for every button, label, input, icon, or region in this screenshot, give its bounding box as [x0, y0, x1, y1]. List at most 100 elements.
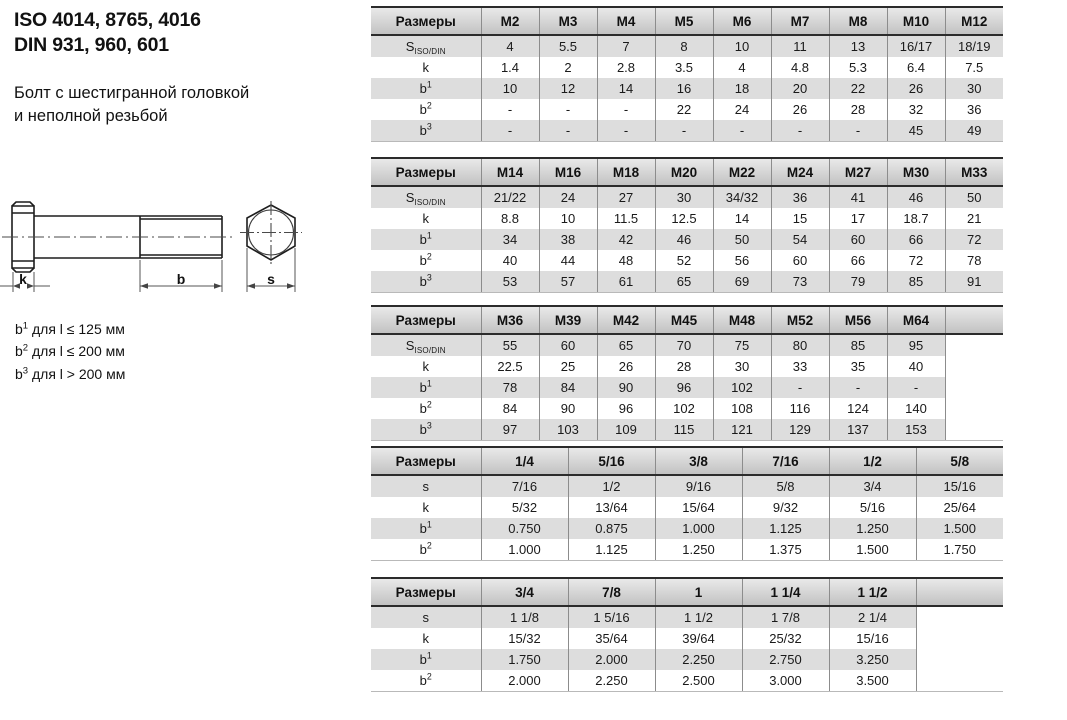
footnote-b3-sup: 3: [22, 365, 29, 377]
table-cell: 1.125: [567, 539, 655, 561]
table-cell: 28: [828, 99, 887, 120]
column-header-5-8: 5/8: [915, 446, 1003, 476]
table-cell: 2.000: [567, 649, 655, 670]
footnote-b3: b3 для l > 200 мм: [15, 365, 126, 382]
table-row: b3 97 103 109 115 121 129 137 153: [371, 419, 1003, 441]
table-cell: 116: [770, 398, 829, 419]
table-cell: 95: [886, 334, 945, 356]
table-cell: 2.750: [741, 649, 829, 670]
table-cell: 1.500: [828, 539, 916, 561]
table-cell: 13/64: [567, 497, 655, 518]
table-cell: -: [596, 120, 655, 142]
dimension-table-metric-1: Размеры M2 M3 M4 M5 M6 M7 M8 M10 M12 SISO/DIN 4 5.5 7…: [371, 6, 1003, 142]
column-header-M2: M2: [480, 6, 539, 36]
table-cell-empty: [915, 606, 1003, 628]
dimension-table-imperial-1: Размеры 1/4 5/16 3/8 7/16 1/2 5/8 s 7/16 1/2 9/16 5…: [371, 446, 1003, 561]
product-description: Болт с шестигранной головкой и неполной …: [14, 82, 359, 129]
table-cell: 5/16: [828, 497, 916, 518]
footnote-b1: b1 для l ≤ 125 мм: [15, 320, 125, 337]
table-cell: 46: [654, 229, 713, 250]
table-cell: 4: [480, 35, 539, 57]
table-cell: 2: [538, 57, 597, 78]
table-cell: 54: [770, 229, 829, 250]
table-cell: -: [480, 120, 539, 142]
table-cell: 61: [596, 271, 655, 293]
column-header-3-8: 3/8: [654, 446, 742, 476]
table-cell: -: [480, 99, 539, 120]
table-cell: 90: [538, 398, 597, 419]
column-header-1: 1: [654, 577, 742, 607]
table-header-row: Размеры M14 M16 M18 M20 M22 M24 M27 M30 M33: [371, 157, 1003, 187]
table-cell: 109: [596, 419, 655, 441]
column-header-M3: M3: [538, 6, 597, 36]
table-cell: 0.875: [567, 518, 655, 539]
table-cell: 1.125: [741, 518, 829, 539]
table-cell: 2 1/4: [828, 606, 916, 628]
table-cell: 15/16: [915, 475, 1003, 497]
table-cell-empty: [944, 334, 1003, 356]
column-header-M48: M48: [712, 305, 771, 335]
table-cell-empty: [915, 649, 1003, 670]
table-header-row: Размеры 3/4 7/8 1 1 1/4 1 1/2: [371, 577, 1003, 607]
row-label-b2: b2: [371, 250, 481, 271]
column-header-M64: M64: [886, 305, 945, 335]
column-header-M14: M14: [480, 157, 539, 187]
column-header-3-4: 3/4: [480, 577, 568, 607]
table-cell: 8: [654, 35, 713, 57]
table-cell: 1 1/8: [480, 606, 568, 628]
table-cell: 102: [654, 398, 713, 419]
row-label-b2: b2: [371, 539, 481, 561]
row-label-k: k: [371, 497, 481, 518]
table-cell: 2.500: [654, 670, 742, 692]
column-header-M56: M56: [828, 305, 887, 335]
table-cell: 1/2: [567, 475, 655, 497]
table-cell: 72: [944, 229, 1003, 250]
column-header-row-label: Размеры: [371, 6, 481, 36]
row-label-b3: b3: [371, 419, 481, 441]
table-cell-empty: [944, 398, 1003, 419]
column-header-7-8: 7/8: [567, 577, 655, 607]
table-cell: 10: [712, 35, 771, 57]
column-header-M52: M52: [770, 305, 829, 335]
table-cell: 42: [596, 229, 655, 250]
row-label-b2: b2: [371, 670, 481, 692]
table-cell: -: [654, 120, 713, 142]
row-label-b1: b1: [371, 649, 481, 670]
table-cell: 5/8: [741, 475, 829, 497]
column-header-1-1-2: 1 1/2: [828, 577, 916, 607]
row-label-b1: b1: [371, 78, 481, 99]
footnote-b1-sup: 1: [22, 320, 29, 332]
table-cell: 69: [712, 271, 771, 293]
table-cell: 15/32: [480, 628, 568, 649]
table-row: SISO/DIN 4 5.5 7 8 10 11 13 16/17 18/19: [371, 35, 1003, 57]
table-cell: 34/32: [712, 186, 771, 208]
table-cell: 3.500: [828, 670, 916, 692]
table-cell: 14: [596, 78, 655, 99]
table-cell: 39/64: [654, 628, 742, 649]
table-cell: 35: [828, 356, 887, 377]
footnote-b2: b2 для l ≤ 200 мм: [15, 342, 125, 360]
column-header-M36: M36: [480, 305, 539, 335]
footnotes-block: b1 для l ≤ 125 мм b2 для l ≤ 200 мм b3 д…: [15, 318, 125, 385]
table-cell: 15/64: [654, 497, 742, 518]
product-description-line-1: Болт с шестигранной головкой: [14, 83, 250, 102]
column-header-row-label: Размеры: [371, 446, 481, 476]
table-cell: 44: [538, 250, 597, 271]
column-header-M18: M18: [596, 157, 655, 187]
table-row: b3- - - - - - -45 49: [371, 120, 1003, 142]
table-cell: 108: [712, 398, 771, 419]
column-header-empty: [915, 577, 1003, 607]
dimension-table-metric-2: Размеры M14 M16 M18 M20 M22 M24 M27 M30 M33 SISO/D…: [371, 157, 1003, 293]
column-header-M5: M5: [654, 6, 713, 36]
table-cell: 12.5: [654, 208, 713, 229]
table-cell: 40: [480, 250, 539, 271]
table-cell: 2.000: [480, 670, 568, 692]
table-cell: 13: [828, 35, 887, 57]
column-header-1-1-4: 1 1/4: [741, 577, 829, 607]
table-cell: 1.500: [915, 518, 1003, 539]
table-cell: 140: [886, 398, 945, 419]
table-cell: 16/17: [886, 35, 945, 57]
table-row: b3 53 57 61 65 69 73 79 85 91: [371, 271, 1003, 293]
column-header-1-2: 1/2: [828, 446, 916, 476]
document-heading-block: ISO 4014, 8765, 4016 DIN 931, 960, 601 Б…: [14, 8, 359, 129]
